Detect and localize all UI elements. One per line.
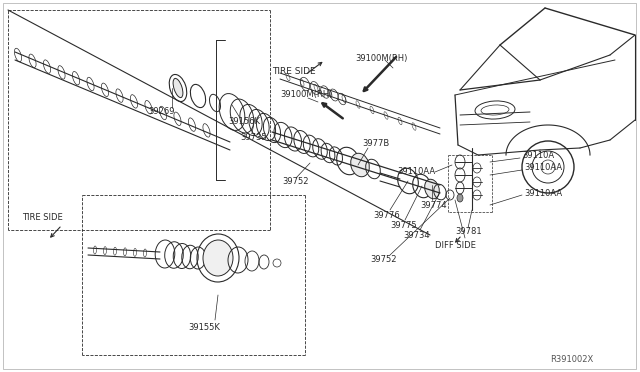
Text: 39752: 39752	[370, 256, 397, 264]
Text: 39110AA: 39110AA	[397, 167, 435, 176]
Text: TIRE SIDE: TIRE SIDE	[272, 67, 316, 77]
Text: 39752: 39752	[282, 177, 308, 186]
Text: 39776: 39776	[373, 211, 400, 219]
Ellipse shape	[457, 194, 463, 202]
Text: 39735: 39735	[240, 134, 267, 142]
Text: 39100M(RH): 39100M(RH)	[355, 54, 408, 62]
Text: 39734: 39734	[403, 231, 429, 241]
Text: 39781: 39781	[455, 228, 482, 237]
Text: 39110A: 39110A	[522, 151, 554, 160]
Ellipse shape	[173, 78, 183, 97]
Text: 39269: 39269	[148, 108, 175, 116]
Ellipse shape	[203, 240, 233, 276]
Text: 39110AA: 39110AA	[524, 189, 562, 198]
Text: TIRE SIDE: TIRE SIDE	[22, 214, 63, 222]
Text: 39774: 39774	[420, 202, 447, 211]
Text: 39775: 39775	[390, 221, 417, 230]
Text: 39110AA: 39110AA	[524, 164, 562, 173]
Ellipse shape	[425, 179, 439, 199]
Text: 39156K: 39156K	[228, 118, 260, 126]
Text: 3977B: 3977B	[362, 138, 389, 148]
Text: DIFF SIDE: DIFF SIDE	[435, 241, 476, 250]
Text: 39100M(RH): 39100M(RH)	[280, 90, 332, 99]
Ellipse shape	[351, 153, 369, 177]
Text: R391002X: R391002X	[550, 356, 593, 365]
Text: 39155K: 39155K	[188, 324, 220, 333]
